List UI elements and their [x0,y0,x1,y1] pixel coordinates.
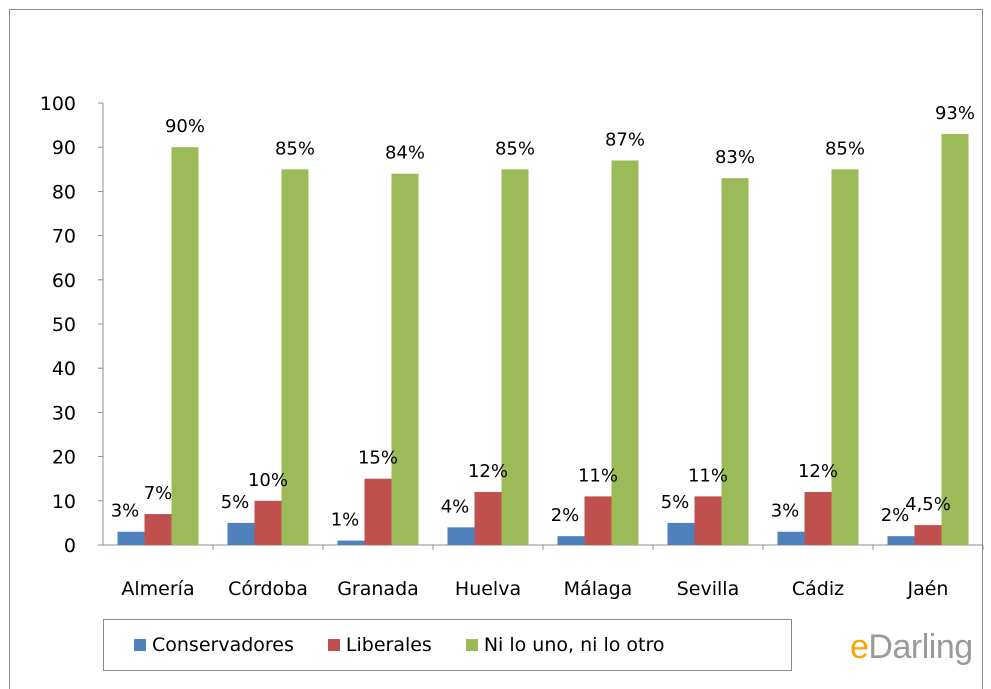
y-tick-label: 0 [64,535,76,557]
bar-conservadores [887,536,915,545]
legend: Conservadores Liberales Ni lo uno, ni lo o… [103,619,792,671]
legend-label: Conservadores [152,634,294,656]
x-tick-label: Almería [121,578,194,600]
y-tick-label: 50 [52,314,76,336]
bar-liberales [254,500,282,545]
x-tick-label: Sevilla [677,578,739,600]
x-tick-label: Cádiz [792,578,844,600]
bar-conservadores [447,527,475,545]
y-tick-label: 70 [52,226,76,248]
data-label: 85% [825,138,865,159]
data-label: 10% [248,470,288,491]
data-label: 3% [111,501,140,522]
legend-label: Ni lo uno, ni lo otro [483,634,665,656]
y-tick-label: 20 [52,447,76,469]
bar-conservadores [667,522,695,545]
data-label: 4,5% [905,494,951,515]
data-label: 15% [358,448,398,469]
data-label: 5% [221,492,250,513]
y-tick-label: 10 [52,491,76,513]
data-label: 7% [144,483,173,504]
bar-liberales [914,525,942,545]
data-label: 84% [385,143,425,164]
chart-data-labels: 3%7%90%5%10%85%1%15%84%4%12%85%2%11%87%5… [111,103,975,531]
bar-ni-lo-uno-ni-lo-otro [941,133,969,545]
legend-item: Liberales [327,634,432,656]
y-tick-label: 100 [40,93,76,115]
bar-conservadores [777,531,805,545]
data-label: 5% [661,492,690,513]
edarling-logo: eDarling [850,628,973,666]
bar-ni-lo-uno-ni-lo-otro [171,147,199,545]
bar-liberales [364,478,392,545]
bar-ni-lo-uno-ni-lo-otro [831,169,859,546]
data-label: 12% [468,461,508,482]
bar-ni-lo-uno-ni-lo-otro [721,178,749,545]
bar-conservadores [337,540,365,545]
data-label: 93% [935,103,975,124]
data-label: 2% [551,505,580,526]
x-tick-label: Málaga [564,578,633,600]
bar-liberales [584,496,612,545]
data-label: 12% [798,461,838,482]
legend-label: Liberales [345,634,432,656]
bar-liberales [474,491,502,545]
data-label: 2% [881,505,910,526]
data-label: 83% [715,147,755,168]
data-label: 11% [688,465,728,486]
y-tick-label: 90 [52,137,76,159]
legend-swatch [134,639,146,651]
x-tick-label: Córdoba [228,578,308,600]
data-label: 85% [275,138,315,159]
x-tick-label: Jaén [907,578,949,600]
data-label: 90% [165,116,205,137]
legend-swatch [327,639,340,651]
bar-ni-lo-uno-ni-lo-otro [281,169,309,546]
data-label: 87% [605,129,645,150]
bar-ni-lo-uno-ni-lo-otro [391,173,419,545]
legend-swatch [465,639,478,651]
bar-liberales [144,514,172,545]
x-tick-label: Huelva [455,578,521,600]
data-label: 1% [331,510,360,531]
bar-conservadores [557,536,585,545]
data-label: 11% [578,465,618,486]
y-tick-label: 40 [52,358,76,380]
chart-frame [9,9,983,689]
bar-ni-lo-uno-ni-lo-otro [501,169,529,546]
bar-liberales [694,496,722,545]
legend-item: Conservadores [134,634,294,656]
data-label: 85% [495,138,535,159]
legend-item: Ni lo uno, ni lo otro [465,634,665,656]
data-label: 4% [441,496,470,517]
y-tick-label: 80 [52,181,76,203]
bar-liberales [804,491,832,545]
data-label: 3% [771,501,800,522]
bar-conservadores [227,522,255,545]
x-tick-label: Granada [337,578,419,600]
bar-conservadores [117,531,145,545]
y-tick-label: 60 [52,270,76,292]
bar-ni-lo-uno-ni-lo-otro [611,160,639,545]
y-tick-label: 30 [52,402,76,424]
chart-bars [117,133,969,546]
